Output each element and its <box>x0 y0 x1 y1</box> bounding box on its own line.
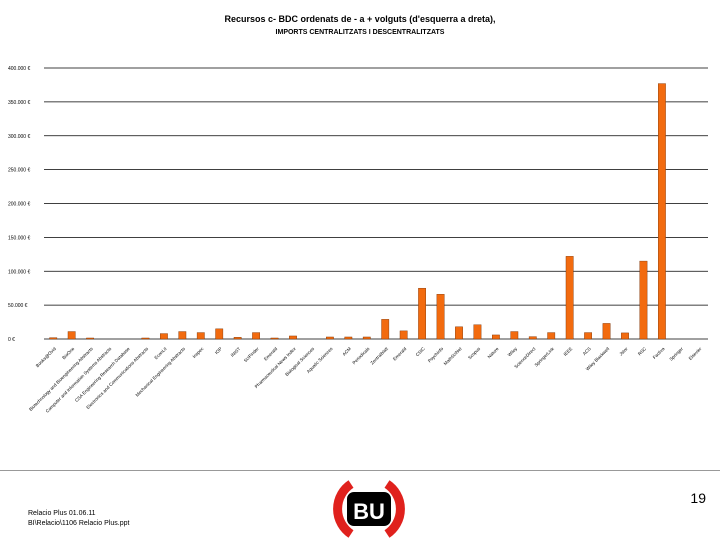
x-tick-label: SciFinder <box>243 346 260 363</box>
y-tick-label: 250.000 € <box>8 168 30 174</box>
x-tick-label: ACM <box>341 346 352 357</box>
bar <box>141 337 150 340</box>
bar <box>215 328 224 340</box>
bar-chart: 0 € 50.000 € 100.000 € 150.000 € 200.000 € 25… <box>8 66 708 414</box>
x-tick-label: Jstor <box>618 346 629 357</box>
x-tick-label: CSIC <box>415 346 427 358</box>
x-tick-label: INIST <box>230 346 242 358</box>
page-number: 19 <box>690 490 706 506</box>
bar <box>528 336 537 340</box>
x-tick-label: Springer <box>668 346 684 362</box>
x-tick-label: Periodicals <box>351 346 371 366</box>
bar <box>584 332 593 340</box>
bar <box>399 330 408 340</box>
x-tick-label: MathSciNet <box>443 346 464 367</box>
logo-right-arc <box>384 480 405 538</box>
bar <box>362 336 371 340</box>
y-tick-label: 100.000 € <box>8 269 30 275</box>
x-tick-label: Wiley <box>507 346 519 358</box>
x-tick-label: Computer and Information Systems Abstrac… <box>45 346 113 414</box>
footer-line-1: Relacio Plus 01.06.11 <box>28 510 96 517</box>
bar <box>418 287 426 340</box>
x-tick-label: Books@Ovid <box>35 346 58 369</box>
bar <box>436 294 445 340</box>
bar <box>473 324 482 340</box>
bar <box>159 333 168 340</box>
bar <box>233 337 242 340</box>
footer-divider <box>0 470 720 471</box>
bar <box>455 326 463 340</box>
chart-subtitle: IMPORTS CENTRALITZATS I DESCENTRALITZATS <box>275 29 445 36</box>
bar <box>289 335 297 340</box>
bar <box>67 331 76 340</box>
bar <box>252 332 261 340</box>
x-tick-label: IEEE <box>563 346 574 357</box>
footer-line-2: BI\Relacio\1106 Relacio Plus.ppt <box>28 520 130 527</box>
x-tick-label: RSC <box>637 346 648 357</box>
bar <box>270 337 279 340</box>
y-tick-label: 0 € <box>8 337 15 343</box>
y-tick-label: 150.000 € <box>8 235 30 241</box>
bar <box>621 332 629 340</box>
y-tick-label: 200.000 € <box>8 202 30 208</box>
x-tick-label: Scopus <box>467 346 482 361</box>
bar <box>196 332 205 340</box>
x-tick-label: ACS <box>582 346 592 356</box>
x-tick-label: BioOne <box>61 346 76 361</box>
chart-title: Recursos c- BDC ordenats de - a + volgut… <box>224 14 496 24</box>
x-tick-label: IOP <box>214 346 223 355</box>
logo-text: BU <box>353 499 385 524</box>
y-tick-label: 350.000 € <box>8 100 30 106</box>
bar <box>547 332 556 340</box>
x-tick-label: Emerald <box>263 346 279 362</box>
bar <box>49 337 58 340</box>
bar <box>178 331 187 340</box>
logo-left-arc <box>333 480 354 538</box>
x-tick-label: Nature <box>487 346 500 359</box>
footer-text: Relacio Plus 01.06.11 BI\Relacio\1106 Re… <box>28 509 129 529</box>
x-tick-label: EconLit <box>153 346 168 361</box>
x-tick-label: Emerald <box>392 346 408 362</box>
x-tick-label: Factiva <box>652 346 666 360</box>
bar <box>510 331 519 340</box>
bar <box>344 336 353 340</box>
x-tick-label: Inspec <box>192 346 205 359</box>
y-tick-label: 300.000 € <box>8 134 30 140</box>
bar <box>381 319 390 340</box>
x-tick-label: Zentralblatt <box>369 346 389 366</box>
bar <box>492 334 500 340</box>
y-tick-label: 50.000 € <box>8 303 28 309</box>
x-tick-label: Psychinfo <box>427 346 445 364</box>
bar <box>639 260 648 340</box>
bar <box>326 336 334 340</box>
bar <box>86 337 95 340</box>
logo-box <box>347 492 391 526</box>
bar <box>565 256 574 340</box>
bu-logo: BU <box>333 480 405 538</box>
x-tick-label: Elsevier <box>688 346 703 361</box>
y-tick-label: 400.000 € <box>8 66 30 72</box>
bar <box>658 83 666 340</box>
bar <box>602 323 611 340</box>
x-tick-label: SpringerLink <box>534 346 556 368</box>
